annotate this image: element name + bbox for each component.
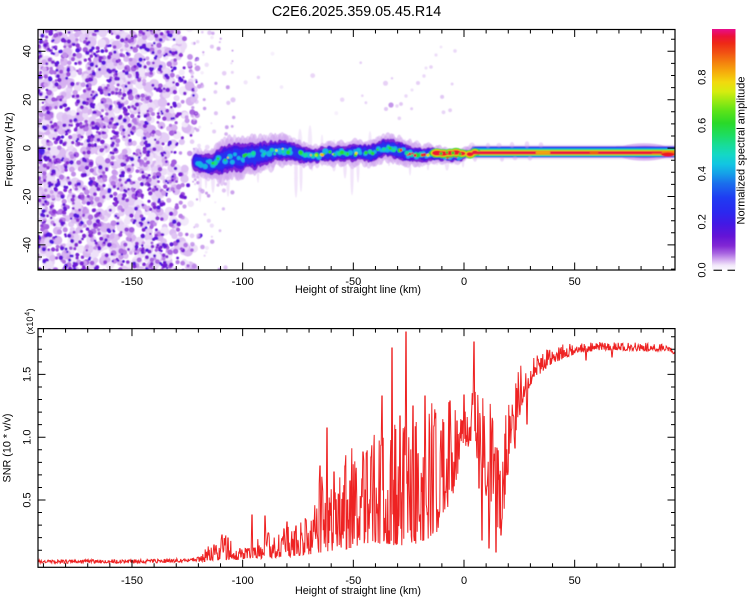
svg-text:1.0: 1.0 [22,430,34,445]
svg-text:40: 40 [22,45,34,57]
svg-text:0: 0 [461,276,467,288]
svg-text:SNR (10 * v/v): SNR (10 * v/v) [2,414,14,483]
svg-text:50: 50 [569,276,581,288]
svg-text:(x10: (x10 [25,316,35,334]
svg-text:C2E6.2025.359.05.45.R14: C2E6.2025.359.05.45.R14 [272,4,441,20]
svg-text:0: 0 [22,145,34,151]
svg-text:Height of straight line (km): Height of straight line (km) [295,585,421,597]
svg-text:): ) [25,308,35,311]
svg-text:0.4: 0.4 [697,166,709,181]
svg-text:4: 4 [24,312,31,316]
svg-text:-40: -40 [22,237,34,253]
svg-text:-100: -100 [232,575,254,587]
svg-text:0.0: 0.0 [697,262,709,277]
svg-text:-50: -50 [345,575,361,587]
svg-text:1.5: 1.5 [22,367,34,382]
svg-text:0: 0 [461,575,467,587]
svg-text:0.5: 0.5 [22,492,34,507]
svg-text:0.2: 0.2 [697,214,709,229]
svg-text:0.6: 0.6 [697,118,709,133]
svg-text:-150: -150 [121,575,143,587]
svg-text:-20: -20 [22,189,34,205]
svg-text:Frequency (Hz): Frequency (Hz) [3,112,15,186]
svg-text:-150: -150 [121,276,143,288]
svg-text:-100: -100 [232,276,254,288]
svg-text:Height of straight line (km): Height of straight line (km) [295,284,421,296]
svg-text:0.8: 0.8 [697,70,709,85]
svg-text:20: 20 [22,94,34,106]
svg-text:-50: -50 [345,276,361,288]
svg-text:50: 50 [569,575,581,587]
svg-text:Normalized spectral amplitude: Normalized spectral amplitude [736,77,748,225]
